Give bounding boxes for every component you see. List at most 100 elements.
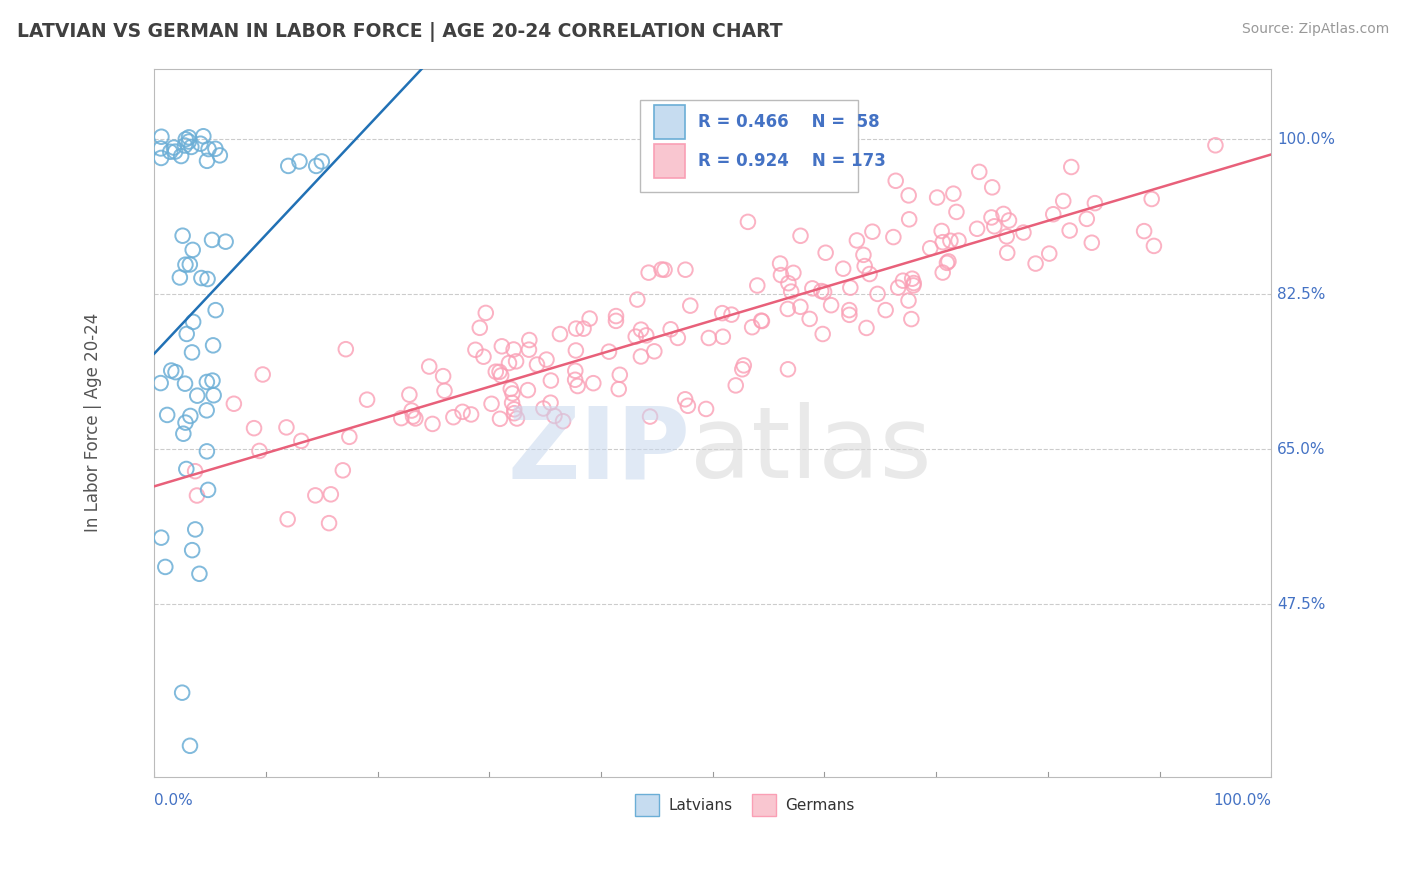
Point xyxy=(433,384,456,398)
Text: Source: ZipAtlas.com: Source: ZipAtlas.com xyxy=(1241,22,1389,37)
Point xyxy=(1012,226,1035,240)
Point xyxy=(356,392,378,407)
Point xyxy=(201,233,224,247)
Point xyxy=(389,411,412,425)
Text: 0.0%: 0.0% xyxy=(155,793,193,808)
Point xyxy=(737,215,759,229)
Point xyxy=(939,234,962,248)
Point xyxy=(1076,211,1098,226)
Point xyxy=(195,444,218,458)
Point xyxy=(170,149,193,163)
Point xyxy=(172,686,194,700)
Point xyxy=(637,266,659,280)
Point xyxy=(172,228,194,243)
Point xyxy=(503,406,526,420)
Point xyxy=(695,401,717,416)
Point xyxy=(214,235,236,249)
Point xyxy=(304,488,326,502)
Point xyxy=(516,383,538,397)
Point xyxy=(810,284,832,298)
Point xyxy=(859,267,882,281)
Point xyxy=(193,129,215,144)
Point xyxy=(536,352,558,367)
Point xyxy=(1052,194,1074,208)
Point xyxy=(174,258,197,272)
Point xyxy=(814,245,837,260)
Point xyxy=(441,410,464,425)
Point xyxy=(181,543,204,558)
FancyBboxPatch shape xyxy=(654,104,685,138)
Point xyxy=(202,388,225,402)
Point xyxy=(1140,192,1163,206)
Point xyxy=(305,159,328,173)
Point xyxy=(564,364,586,378)
Point xyxy=(813,285,835,299)
Point xyxy=(181,315,204,329)
Point xyxy=(855,321,877,335)
Point xyxy=(208,148,231,162)
Point xyxy=(252,368,274,382)
Point xyxy=(778,276,800,290)
Point xyxy=(980,211,1002,225)
Point xyxy=(741,320,763,334)
Point xyxy=(149,141,172,155)
Point xyxy=(195,153,218,168)
Text: R = 0.466    N =  58: R = 0.466 N = 58 xyxy=(699,112,880,130)
FancyBboxPatch shape xyxy=(634,795,659,816)
Point xyxy=(505,354,527,368)
Point xyxy=(731,362,754,376)
Point xyxy=(935,256,957,270)
Point xyxy=(998,213,1021,227)
Point xyxy=(643,344,665,359)
Point xyxy=(288,154,311,169)
Point xyxy=(582,376,605,391)
Point xyxy=(197,142,219,156)
Point xyxy=(174,132,197,146)
Point xyxy=(318,516,340,530)
Point xyxy=(782,266,804,280)
Text: Germans: Germans xyxy=(786,797,855,813)
Point xyxy=(565,321,588,335)
Point xyxy=(832,261,855,276)
Point xyxy=(598,344,620,359)
Text: R = 0.924    N = 173: R = 0.924 N = 173 xyxy=(699,152,886,169)
Text: 100.0%: 100.0% xyxy=(1277,132,1334,147)
Point xyxy=(188,566,211,581)
Point xyxy=(564,373,586,387)
Point xyxy=(150,129,173,144)
Point xyxy=(499,382,522,396)
Point xyxy=(1060,160,1083,174)
Point xyxy=(277,512,299,526)
Point xyxy=(838,303,860,318)
Point xyxy=(636,328,658,343)
Text: ZIP: ZIP xyxy=(508,402,690,500)
Point xyxy=(190,136,212,151)
FancyBboxPatch shape xyxy=(654,144,685,178)
Point xyxy=(897,188,920,202)
Point xyxy=(789,228,811,243)
Point xyxy=(165,145,187,159)
Point xyxy=(177,135,200,149)
Point xyxy=(195,403,218,417)
Point xyxy=(776,301,799,316)
Point xyxy=(565,343,588,358)
Point xyxy=(501,396,523,410)
Point xyxy=(190,271,212,285)
Point xyxy=(605,314,627,328)
Point xyxy=(630,323,652,337)
Point xyxy=(993,207,1015,221)
Point xyxy=(624,329,647,343)
Point xyxy=(489,412,512,426)
Point xyxy=(572,321,595,335)
Point xyxy=(1084,196,1107,211)
Text: 82.5%: 82.5% xyxy=(1277,287,1326,301)
Point xyxy=(966,221,988,235)
Point xyxy=(174,416,197,430)
Point xyxy=(983,219,1005,234)
Point xyxy=(181,243,204,257)
Text: LATVIAN VS GERMAN IN LABOR FORCE | AGE 20-24 CORRELATION CHART: LATVIAN VS GERMAN IN LABOR FORCE | AGE 2… xyxy=(17,22,783,42)
Point xyxy=(898,212,921,227)
Point xyxy=(155,560,177,574)
Point xyxy=(276,420,298,434)
Point xyxy=(173,138,195,153)
